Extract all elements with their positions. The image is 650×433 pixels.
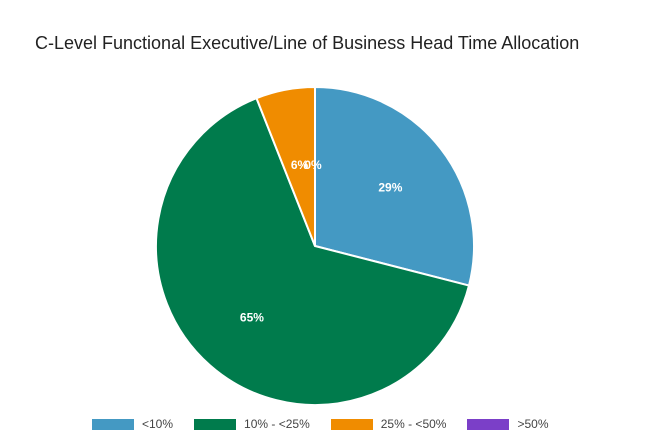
legend-label: 25% - <50%	[380, 417, 447, 431]
legend-swatch	[467, 418, 510, 430]
pie-chart: 29% 65% 6%0%	[155, 85, 475, 406]
legend: <10% 10% - <25% 25% - <50% >50%	[92, 416, 570, 432]
legend-swatch	[330, 418, 373, 430]
pie-slice-10-to-25[interactable]	[155, 96, 471, 406]
slice-label-under-10: 29%	[378, 181, 402, 195]
legend-label: 10% - <25%	[244, 417, 310, 431]
legend-item-25-to-50[interactable]: 25% - <50%	[330, 417, 447, 431]
legend-swatch	[194, 418, 237, 430]
legend-swatch	[92, 418, 134, 430]
slice-label-25-to-50: 6%	[291, 158, 309, 172]
legend-item-10-to-25[interactable]: 10% - <25%	[194, 417, 310, 431]
chart-title: C-Level Functional Executive/Line of Bus…	[35, 33, 580, 53]
legend-item-over-50[interactable]: >50%	[467, 417, 549, 431]
pie-slice-25-to-50[interactable]	[255, 85, 316, 247]
slice-label-10-to-25: 65%	[240, 311, 264, 325]
legend-label: <10%	[142, 417, 174, 431]
legend-label: >50%	[517, 417, 549, 431]
slice-label-over-50: 0%	[304, 158, 322, 172]
pie-slice-under-10[interactable]	[314, 85, 475, 287]
legend-item-under-10[interactable]: <10%	[92, 417, 173, 431]
